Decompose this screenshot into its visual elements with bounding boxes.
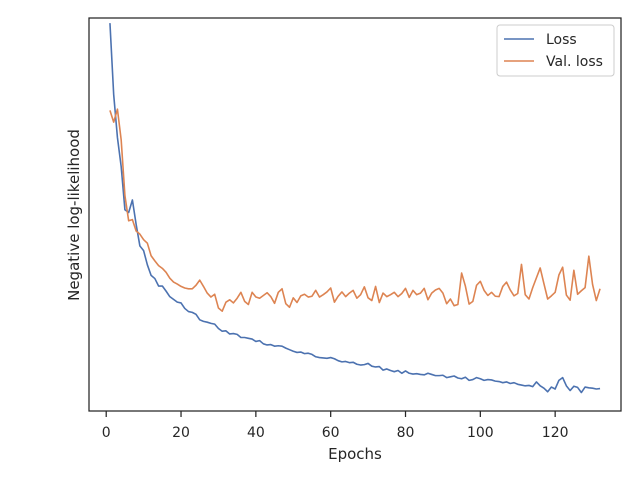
axes-frame (88, 17, 622, 412)
x-axis: 0 20 40 60 80 100 120 (102, 411, 569, 441)
x-tick-label: 100 (467, 425, 494, 441)
series-line-loss (109, 23, 601, 394)
x-tick-label: 80 (397, 425, 415, 441)
x-tick-label: 20 (172, 425, 190, 441)
series-line-val-loss (109, 108, 601, 312)
x-tick-label: 60 (322, 425, 340, 441)
x-axis-label: Epochs (328, 445, 382, 463)
legend-box (496, 24, 615, 77)
x-tick-label: 120 (542, 425, 569, 441)
legend-label-val-loss: Val. loss (546, 54, 603, 70)
legend-label-loss: Loss (546, 32, 577, 48)
x-tick-label: 40 (247, 425, 265, 441)
y-axis-label: Negative log-likelihood (65, 129, 83, 301)
plot-area (109, 23, 601, 394)
x-tick-label: 0 (102, 425, 111, 441)
legend: Loss Val. loss (496, 24, 615, 77)
